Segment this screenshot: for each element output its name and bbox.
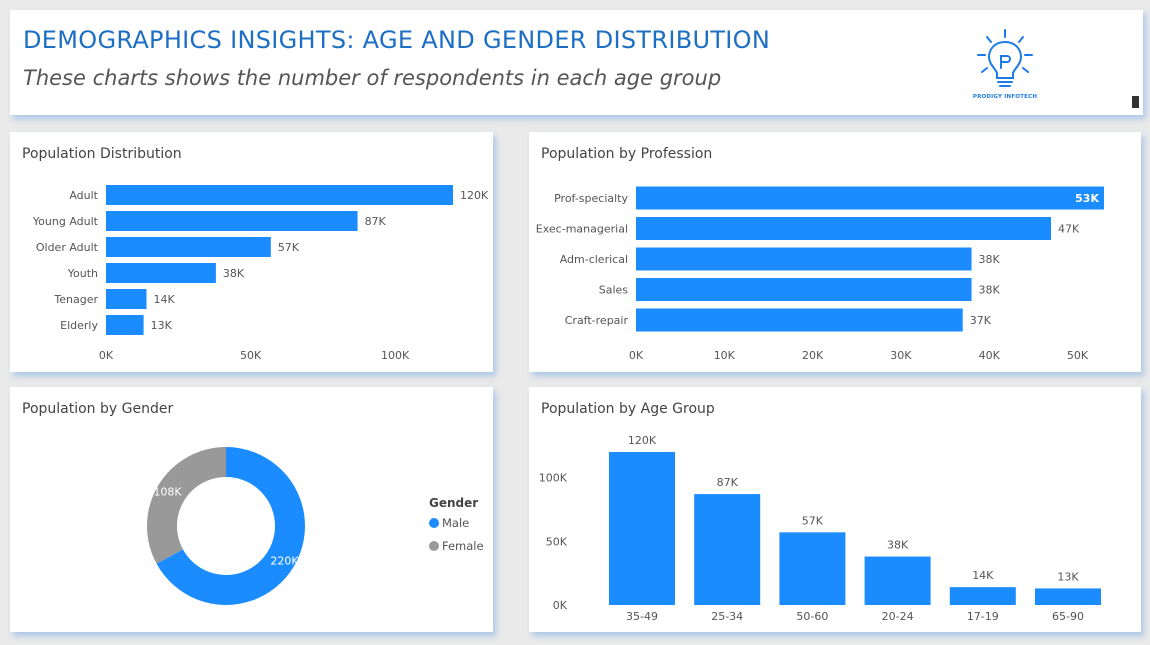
population-by-profession-panel: Population by Profession Prof-specialty 5… [529, 132, 1141, 372]
x-tick-label-0k: 0K [629, 349, 644, 362]
x-tick-label-20k: 20K [802, 349, 824, 362]
page-title: DEMOGRAPHICS INSIGHTS: AGE AND GENDER DI… [23, 26, 771, 54]
y-tick-label-100k: 100K [539, 472, 568, 485]
logo-text: PRODIGY INFOTECH [972, 94, 1038, 100]
bar-sales [636, 278, 972, 301]
bar-20-24 [864, 556, 931, 605]
value-label-adm-clerical: 38K [979, 253, 1001, 266]
bar-tenager [106, 289, 147, 309]
value-label-older-adult: 57K [278, 241, 300, 254]
category-label-50-60: 50-60 [796, 610, 828, 623]
y-tick-label-0k: 0K [553, 599, 568, 612]
category-label-20-24: 20-24 [882, 610, 914, 623]
value-label-20-24: 38K [887, 539, 909, 552]
population-by-age-group-panel: Population by Age Group 0K 50K 100K 120K 35-… [529, 387, 1141, 632]
value-label-35-49: 120K [628, 434, 657, 447]
population-distribution-panel: Population Distribution Adult 120K Young A… [10, 132, 493, 372]
category-label-sales: Sales [599, 284, 629, 297]
population-by-gender-panel: Population by Gender 220K 108K Gender Male F… [10, 387, 493, 632]
value-label-25-34: 87K [717, 476, 739, 489]
x-tick-label-50k: 50K [1067, 349, 1089, 362]
scroll-marker [1132, 96, 1139, 108]
bar-35-49 [609, 452, 675, 605]
category-label-exec-managerial: Exec-managerial [536, 223, 628, 236]
value-label-elderly: 13K [151, 319, 173, 332]
panel-title: Population by Gender [22, 401, 174, 417]
bar-adm-clerical [636, 247, 972, 271]
value-label-65-90: 13K [1057, 570, 1079, 583]
bar-17-19 [949, 587, 1016, 605]
category-label-youth: Youth [67, 267, 98, 280]
panel-title: Population by Profession [541, 146, 713, 162]
category-label-65-90: 65-90 [1052, 610, 1084, 623]
value-label-young-adult: 87K [365, 215, 387, 228]
panel-title: Population by Age Group [541, 401, 715, 417]
category-label-elderly: Elderly [60, 319, 98, 332]
category-label-adult: Adult [69, 189, 98, 202]
y-tick-label-50k: 50K [546, 535, 568, 548]
category-label-craft-repair: Craft-repair [565, 314, 629, 327]
value-label-17-19: 14K [972, 569, 994, 582]
slice-female [146, 447, 226, 564]
bar-young-adult [106, 211, 358, 231]
header-card: DEMOGRAPHICS INSIGHTS: AGE AND GENDER DI… [10, 10, 1143, 115]
population-by-age-group-chart: 0K 50K 100K 120K 35-49 87K 25-34 57K 50-60 38K 20-… [539, 434, 1101, 623]
population-by-profession-chart: Prof-specialty 53K Exec-managerial 47K Adm-c… [536, 186, 1104, 362]
category-label-older-adult: Older Adult [36, 241, 99, 254]
bar-25-34 [694, 494, 761, 605]
value-label-tenager: 14K [153, 293, 175, 306]
legend-item-male: Male [442, 516, 469, 530]
panel-title: Population Distribution [22, 146, 182, 162]
category-label-35-49: 35-49 [626, 610, 658, 623]
population-distribution-chart: Adult 120K Young Adult 87K Older Adult 57K You… [32, 185, 489, 362]
value-label-exec-managerial: 47K [1058, 223, 1080, 236]
bar-craft-repair [636, 308, 963, 332]
x-tick-label-40k: 40K [979, 349, 1001, 362]
x-tick-label-50k: 50K [240, 349, 262, 362]
slice-label-female: 108K [153, 485, 182, 498]
bar-50-60 [779, 532, 846, 605]
x-tick-label-100k: 100K [381, 349, 410, 362]
legend-marker-male [429, 518, 439, 528]
category-label-adm-clerical: Adm-clerical [560, 253, 628, 266]
legend-marker-female [429, 541, 439, 551]
slice-male [156, 447, 305, 605]
lightbulb-icon [977, 29, 1033, 87]
population-by-gender-chart: 220K 108K Gender Male Female [146, 447, 484, 605]
bar-elderly [106, 315, 144, 335]
value-label-craft-repair: 37K [970, 314, 992, 327]
company-logo: PRODIGY INFOTECH [970, 28, 1040, 106]
x-tick-label-30k: 30K [890, 349, 912, 362]
bar-adult [106, 185, 453, 205]
legend-title: Gender [429, 496, 478, 510]
x-tick-label-0k: 0K [99, 349, 114, 362]
category-label-25-34: 25-34 [711, 610, 743, 623]
value-label-prof-specialty: 53K [1075, 192, 1099, 205]
category-label-tenager: Tenager [53, 293, 98, 306]
value-label-sales: 38K [979, 284, 1001, 297]
category-label-17-19: 17-19 [967, 610, 999, 623]
x-tick-label-10k: 10K [714, 349, 736, 362]
bar-youth [106, 263, 216, 283]
legend-item-female: Female [442, 539, 484, 553]
category-label-prof-specialty: Prof-specialty [554, 192, 628, 205]
bar-prof-specialty [636, 186, 1104, 210]
page-subtitle: These charts shows the number of respond… [23, 66, 722, 90]
category-label-young-adult: Young Adult [32, 215, 99, 228]
value-label-youth: 38K [223, 267, 245, 280]
value-label-50-60: 57K [802, 514, 824, 527]
value-label-adult: 120K [460, 189, 489, 202]
bar-exec-managerial [636, 217, 1052, 240]
bar-65-90 [1035, 588, 1101, 605]
bar-older-adult [106, 237, 271, 257]
slice-label-male: 220K [270, 555, 299, 568]
